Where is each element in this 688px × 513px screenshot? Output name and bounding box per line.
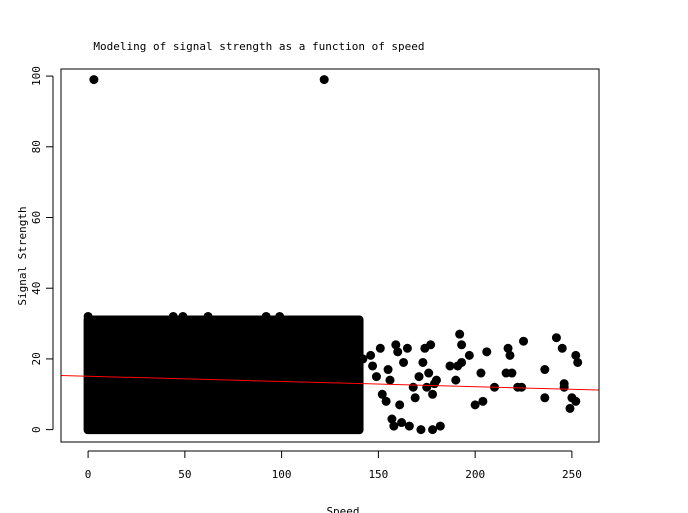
data-point bbox=[424, 368, 434, 378]
data-point bbox=[391, 340, 401, 350]
data-point bbox=[393, 347, 403, 357]
data-point bbox=[329, 315, 339, 325]
y-tick-label: 80 bbox=[30, 140, 43, 153]
data-point bbox=[178, 311, 188, 321]
data-point bbox=[565, 403, 575, 413]
data-point bbox=[319, 75, 329, 85]
data-point bbox=[464, 350, 474, 360]
data-point bbox=[408, 382, 418, 392]
data-point bbox=[418, 357, 428, 367]
data-point bbox=[399, 357, 409, 367]
y-axis-label: Signal Strength bbox=[16, 206, 29, 305]
x-tick-label: 0 bbox=[85, 468, 92, 481]
axes: 0 50 100 150 200 250 0 20 40 60 80 100 bbox=[30, 66, 582, 481]
data-point bbox=[375, 343, 385, 353]
data-point bbox=[571, 396, 581, 406]
data-point bbox=[457, 357, 467, 367]
data-point bbox=[476, 368, 486, 378]
data-point bbox=[431, 375, 441, 385]
y-tick-label: 100 bbox=[30, 66, 43, 86]
x-axis-label: Speed bbox=[326, 505, 359, 513]
data-point bbox=[414, 372, 424, 382]
x-tick-label: 100 bbox=[272, 468, 292, 481]
data-point bbox=[416, 425, 426, 435]
data-point bbox=[261, 311, 271, 321]
y-tick-label: 0 bbox=[30, 426, 43, 433]
data-point bbox=[505, 350, 515, 360]
data-point bbox=[573, 357, 583, 367]
data-point bbox=[358, 354, 368, 364]
data-point bbox=[366, 350, 376, 360]
x-tick-label: 250 bbox=[562, 468, 582, 481]
data-point bbox=[410, 393, 420, 403]
data-point bbox=[385, 375, 395, 385]
data-point bbox=[457, 340, 467, 350]
data-point bbox=[503, 343, 513, 353]
x-tick-label: 150 bbox=[368, 468, 388, 481]
data-point bbox=[342, 340, 352, 350]
chart-title: Modeling of signal strength as a functio… bbox=[93, 40, 424, 53]
data-point bbox=[83, 311, 93, 321]
data-point bbox=[478, 396, 488, 406]
data-point bbox=[371, 372, 381, 382]
dense-point-cluster bbox=[83, 315, 364, 435]
data-point bbox=[404, 421, 414, 431]
data-point bbox=[428, 425, 438, 435]
data-point bbox=[387, 414, 397, 424]
plot-area bbox=[60, 75, 600, 435]
data-point bbox=[395, 400, 405, 410]
data-point bbox=[368, 361, 378, 371]
data-point bbox=[377, 389, 387, 399]
y-tick-label: 60 bbox=[30, 211, 43, 224]
data-point bbox=[445, 361, 455, 371]
data-point bbox=[337, 333, 347, 343]
y-tick-label: 40 bbox=[30, 282, 43, 295]
data-point bbox=[571, 350, 581, 360]
data-point bbox=[517, 382, 527, 392]
data-point bbox=[435, 421, 445, 431]
data-point bbox=[381, 396, 391, 406]
data-point bbox=[540, 365, 550, 375]
data-point bbox=[383, 365, 393, 375]
data-point bbox=[451, 375, 461, 385]
data-point bbox=[540, 393, 550, 403]
data-point bbox=[402, 343, 412, 353]
data-point bbox=[348, 347, 358, 357]
data-point bbox=[428, 389, 438, 399]
data-point bbox=[426, 340, 436, 350]
data-point bbox=[389, 421, 399, 431]
data-point bbox=[455, 329, 465, 339]
data-point bbox=[168, 311, 178, 321]
regression-line bbox=[60, 375, 600, 391]
plot-frame bbox=[60, 68, 600, 443]
data-point bbox=[482, 347, 492, 357]
data-point bbox=[203, 311, 213, 321]
data-point bbox=[551, 333, 561, 343]
data-point bbox=[557, 343, 567, 353]
data-point bbox=[559, 382, 569, 392]
data-point bbox=[89, 75, 99, 85]
data-point bbox=[470, 400, 480, 410]
data-point bbox=[397, 418, 407, 428]
data-point bbox=[422, 382, 432, 392]
x-tick-label: 200 bbox=[465, 468, 485, 481]
data-point bbox=[275, 311, 285, 321]
x-tick-label: 50 bbox=[178, 468, 191, 481]
y-tick-label: 20 bbox=[30, 352, 43, 365]
data-point bbox=[519, 336, 529, 346]
data-point bbox=[507, 368, 517, 378]
